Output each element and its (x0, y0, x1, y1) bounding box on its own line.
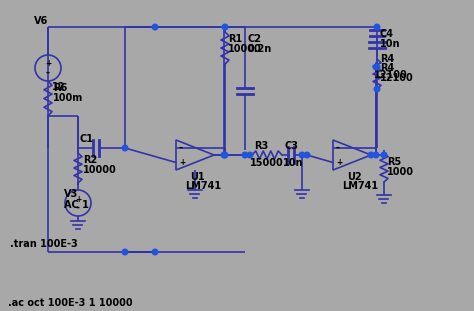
Text: 0.2n: 0.2n (248, 44, 272, 54)
Text: R4: R4 (380, 54, 394, 64)
Text: R3: R3 (254, 141, 268, 151)
Text: -: - (179, 142, 183, 152)
Text: +: + (75, 194, 81, 203)
Text: LM741: LM741 (342, 181, 378, 191)
Text: +: + (179, 158, 185, 167)
Text: AC 1: AC 1 (64, 200, 89, 210)
Text: 100m: 100m (53, 93, 83, 103)
Text: C2: C2 (248, 34, 262, 44)
Text: .tran 100E-3: .tran 100E-3 (10, 239, 78, 249)
Text: 12: 12 (52, 82, 65, 92)
Text: U2: U2 (347, 172, 362, 182)
Circle shape (152, 24, 158, 30)
Circle shape (221, 152, 227, 158)
Text: R1: R1 (228, 34, 242, 44)
Text: U1: U1 (190, 172, 205, 182)
Text: R2: R2 (83, 155, 97, 165)
Circle shape (374, 24, 380, 30)
Text: 15000: 15000 (250, 158, 284, 168)
Text: +: + (45, 59, 51, 68)
Circle shape (373, 64, 379, 70)
Circle shape (299, 152, 305, 158)
Text: -: - (76, 203, 80, 213)
Text: 12100: 12100 (374, 70, 408, 80)
Circle shape (374, 86, 380, 92)
Circle shape (381, 152, 387, 158)
Text: 1000: 1000 (387, 167, 414, 177)
Text: .ac oct 100E-3 1 10000: .ac oct 100E-3 1 10000 (8, 298, 133, 308)
Text: C3: C3 (285, 141, 299, 151)
Text: C4: C4 (380, 29, 394, 39)
Text: R6: R6 (53, 83, 67, 93)
Text: 10n: 10n (380, 39, 401, 49)
Text: V3: V3 (64, 189, 78, 199)
Text: +: + (336, 158, 342, 167)
Circle shape (222, 152, 228, 158)
Text: 10000: 10000 (83, 165, 117, 175)
Circle shape (247, 152, 253, 158)
Text: 12100: 12100 (380, 73, 414, 83)
Circle shape (152, 249, 158, 255)
Circle shape (122, 249, 128, 255)
Circle shape (242, 152, 248, 158)
Text: -: - (46, 68, 50, 78)
Circle shape (304, 152, 310, 158)
Text: R5: R5 (387, 157, 401, 167)
Circle shape (373, 152, 379, 158)
Text: -: - (336, 142, 340, 152)
Text: 10n: 10n (283, 158, 303, 168)
Circle shape (374, 64, 380, 70)
Text: 10000: 10000 (228, 44, 262, 54)
Text: R4: R4 (380, 63, 394, 73)
Text: C1: C1 (80, 134, 94, 144)
Circle shape (368, 152, 374, 158)
Circle shape (222, 24, 228, 30)
Text: LM741: LM741 (185, 181, 221, 191)
Circle shape (122, 145, 128, 151)
Text: V6: V6 (34, 16, 48, 26)
